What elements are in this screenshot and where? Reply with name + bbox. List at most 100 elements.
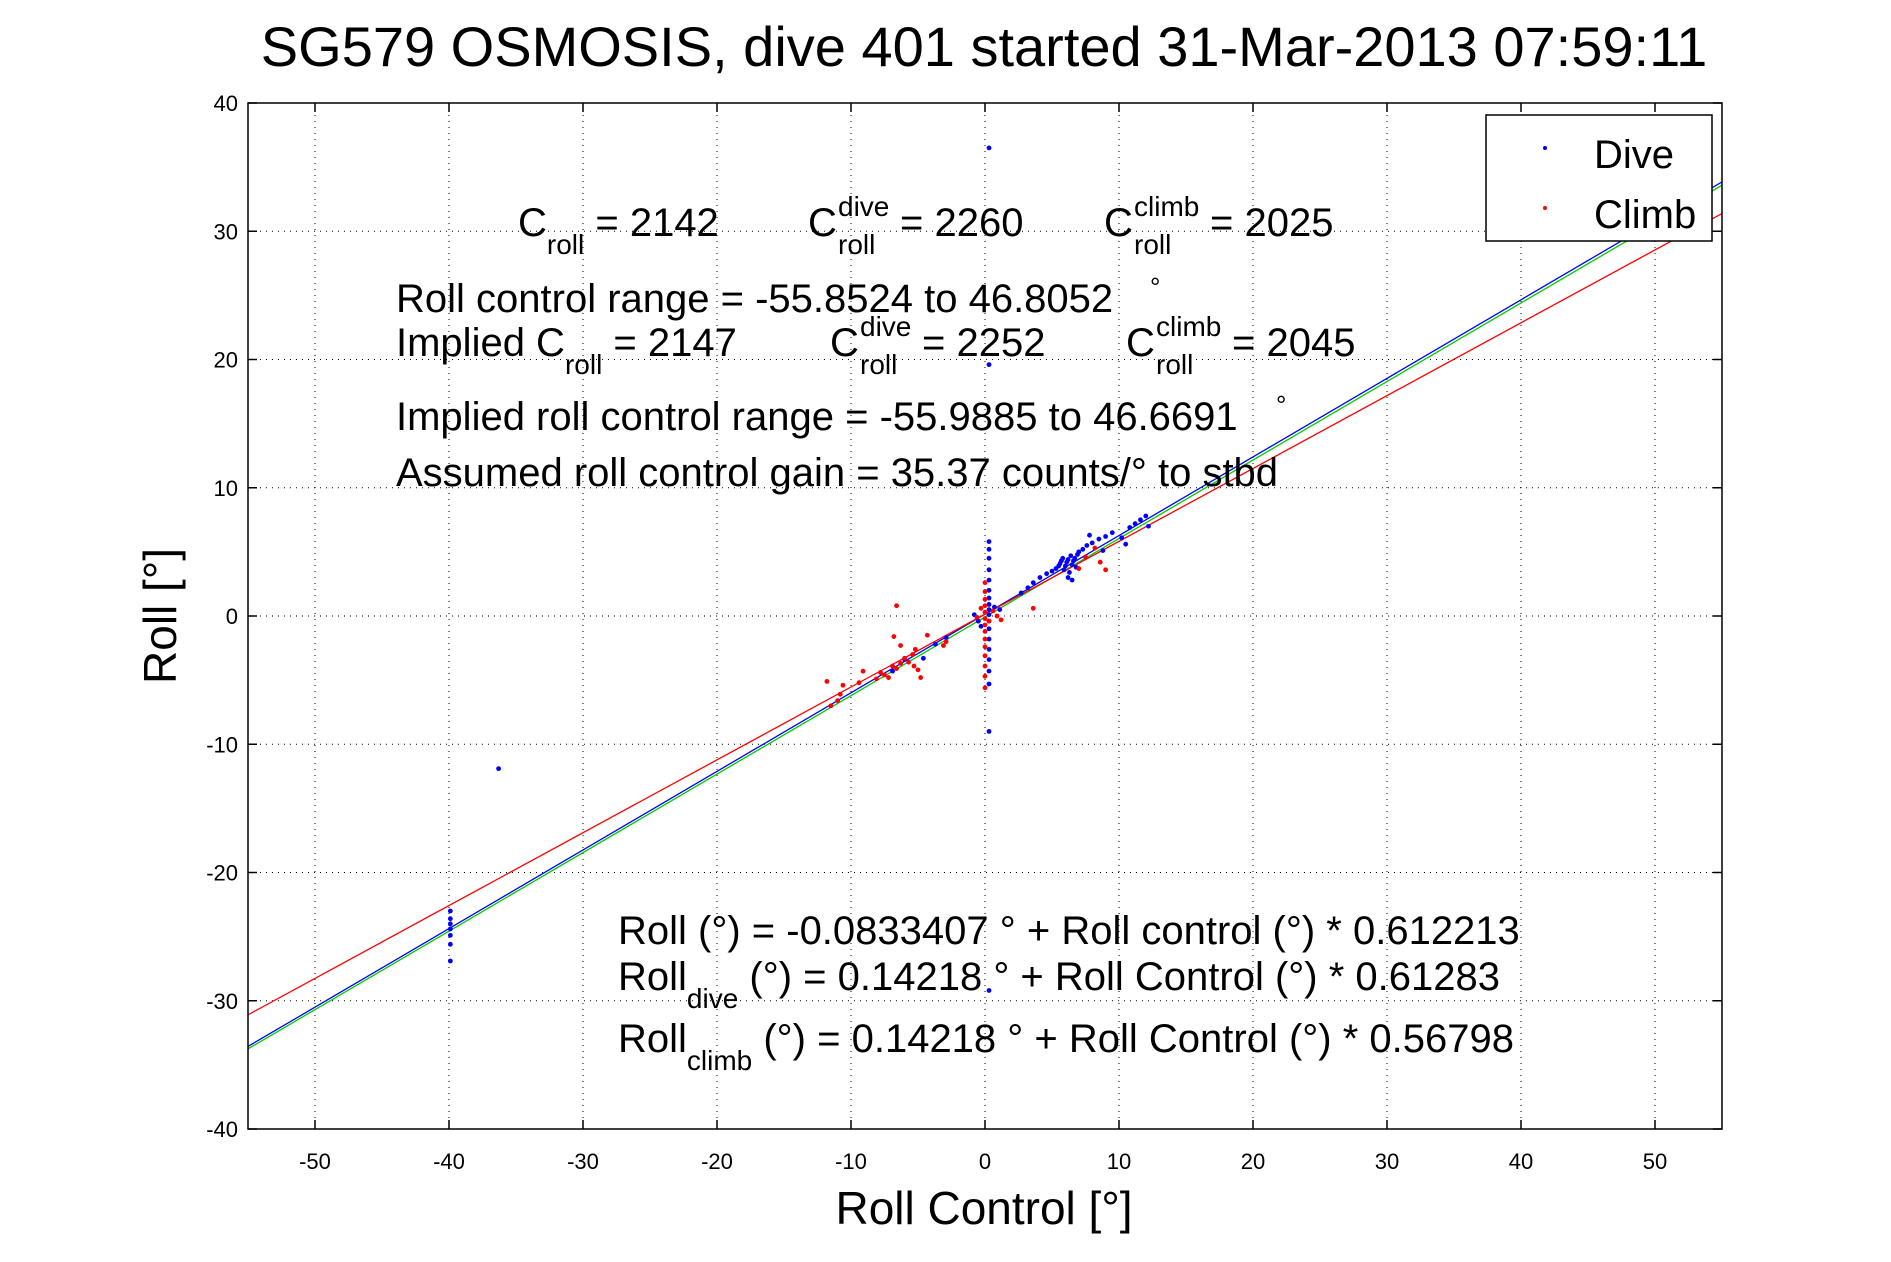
climb-point	[990, 608, 996, 614]
climb-point	[840, 682, 846, 688]
dive-point	[986, 636, 992, 642]
x-tick-label: -10	[835, 1149, 867, 1174]
implied-roll-control-range: Implied roll control range = -55.9885 to…	[396, 395, 1238, 439]
legend: Dive Climb	[1485, 114, 1713, 242]
climb-point	[898, 643, 903, 648]
dive-point	[447, 926, 453, 932]
dive-point	[1109, 530, 1115, 536]
y-axis-label: Roll [°]	[134, 548, 186, 684]
climb-point	[898, 661, 903, 666]
implied-c-roll-annotations: Implied Croll = 2147 C dive roll = 2252 …	[396, 311, 1355, 380]
climb-point	[982, 616, 988, 621]
climb-point	[982, 589, 988, 595]
climb-point	[915, 667, 921, 673]
dive-point	[1063, 563, 1068, 569]
c-dive-annotation: C	[808, 201, 837, 245]
dive-point	[1132, 521, 1138, 527]
legend-box	[1485, 114, 1713, 242]
dive-point	[986, 668, 992, 674]
fit-equation-all: Roll (°) = -0.0833407 ° + Roll control (…	[618, 909, 1520, 953]
climb-point	[912, 646, 918, 652]
dive-point	[986, 681, 992, 687]
y-tick-label: 30	[214, 219, 238, 244]
dive-point	[1080, 546, 1086, 552]
dive-point	[920, 655, 926, 661]
dive-point	[943, 635, 949, 641]
dive-point	[1065, 557, 1071, 562]
y-tick-label: -40	[206, 1117, 238, 1142]
dive-point	[1049, 568, 1055, 574]
c-dive-sup: dive	[838, 191, 889, 222]
dive-point	[986, 607, 992, 612]
climb-point	[878, 670, 883, 675]
y-tick-label: 0	[226, 604, 238, 629]
dive-point	[447, 921, 453, 927]
plot-area	[248, 103, 1722, 1129]
dive-point	[986, 626, 992, 632]
implied-c-dive-sub: roll	[860, 349, 897, 380]
c-roll-annotations: Croll = 2142 C dive roll = 2260 C climb …	[518, 191, 1333, 260]
x-tick-label: 50	[1643, 1149, 1667, 1174]
legend-label-dive: Dive	[1594, 133, 1674, 177]
dive-point	[1061, 567, 1067, 573]
dive-point	[986, 362, 992, 368]
y-tick-label: 20	[214, 348, 238, 373]
dive-point	[1084, 543, 1090, 548]
dive-point	[1103, 534, 1108, 539]
climb-point	[874, 676, 879, 682]
dive-point	[986, 729, 992, 734]
implied-c-climb: C	[1126, 321, 1155, 365]
y-tick-label: 40	[214, 91, 238, 116]
climb-point	[982, 628, 988, 634]
dive-point	[1143, 513, 1149, 519]
x-axis-ticks: -50 -40 -30 -20 -10 0 10 20 30 40 50	[299, 103, 1667, 1174]
y-axis-ticks: -40 -30 -20 -10 0 10 20 30 40	[206, 91, 1722, 1142]
dive-point	[986, 577, 992, 583]
climb-point	[910, 652, 916, 657]
dive-point	[1089, 540, 1095, 546]
fit-equation-climb: Rollclimb (°) = 0.14218 ° + Roll Control…	[618, 1017, 1514, 1076]
dive-point	[986, 546, 992, 552]
y-tick-label: 10	[214, 476, 238, 501]
dive-point	[986, 612, 992, 618]
climb-point	[891, 634, 897, 639]
climb-point	[890, 663, 895, 669]
y-tick-label: -20	[206, 861, 238, 886]
implied-c-climb-value: = 2045	[1232, 321, 1355, 365]
climb-point	[886, 675, 891, 680]
x-tick-label: 20	[1241, 1149, 1265, 1174]
climb-point	[894, 603, 899, 609]
dive-point	[447, 916, 453, 922]
climb-point	[894, 666, 899, 671]
c-climb-value: = 2025	[1210, 201, 1333, 245]
y-tick-label: -30	[206, 989, 238, 1014]
dive-point	[447, 932, 453, 938]
dive-point	[1067, 569, 1072, 575]
dive-point	[991, 604, 997, 610]
implied-c-climb-sub: roll	[1156, 349, 1193, 380]
dive-point	[1076, 549, 1082, 555]
dive-point	[1100, 548, 1106, 553]
dive-point	[1060, 555, 1066, 561]
dive-point	[1030, 580, 1036, 586]
climb-point	[1030, 605, 1036, 611]
climb-point	[941, 643, 946, 648]
climb-point	[982, 685, 988, 691]
dive-point	[1069, 562, 1075, 568]
c-roll-annotation: Croll = 2142	[518, 201, 719, 260]
climb-point	[924, 632, 930, 638]
dive-point	[933, 641, 938, 647]
c-dive-value: = 2260	[900, 201, 1023, 245]
dive-point	[978, 623, 984, 629]
dive-point	[1044, 571, 1050, 577]
climb-point	[982, 596, 988, 602]
climb-point	[994, 613, 1000, 619]
x-tick-label: -30	[567, 1149, 599, 1174]
dive-point	[890, 668, 895, 674]
climb-point	[982, 653, 988, 659]
dive-point	[1065, 575, 1071, 580]
x-tick-label: -40	[433, 1149, 465, 1174]
climb-point	[982, 673, 988, 679]
dive-point	[986, 555, 992, 561]
climb-point	[824, 679, 830, 684]
